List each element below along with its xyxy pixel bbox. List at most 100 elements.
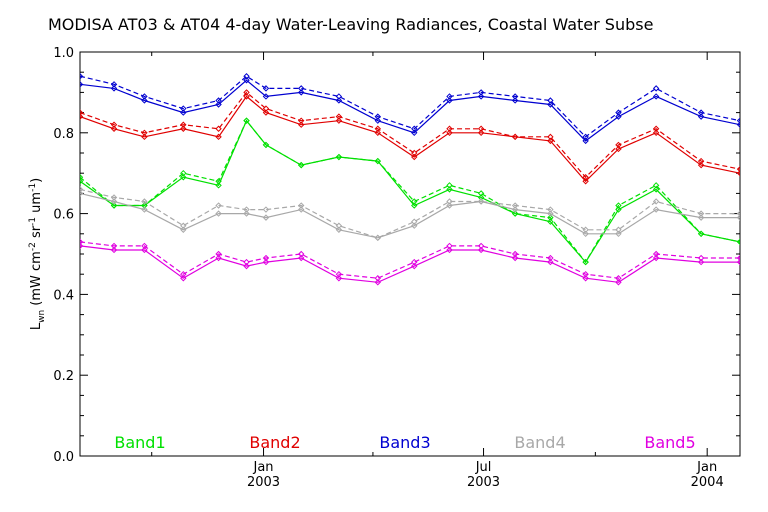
band2-at03-point bbox=[736, 169, 740, 177]
x-tick-year: 2003 bbox=[247, 475, 280, 490]
band1-at03-point bbox=[697, 230, 705, 238]
band2-at04-point bbox=[335, 113, 343, 120]
band5-at03-point bbox=[262, 258, 270, 266]
y-tick-label: 0.0 bbox=[53, 450, 74, 465]
band3-at04-line bbox=[80, 75, 740, 138]
series-layer bbox=[80, 73, 740, 286]
band5-at04-point bbox=[736, 254, 740, 262]
band5-at03-point bbox=[243, 262, 250, 270]
band3-at04-point bbox=[411, 125, 418, 132]
band3-at03-point bbox=[180, 109, 187, 116]
band3-at03-point bbox=[80, 81, 84, 88]
band3-at04-point bbox=[511, 93, 519, 100]
band3-at03-point bbox=[262, 93, 270, 100]
band4-at03-point bbox=[215, 210, 222, 217]
legend-item-band4: Band4 bbox=[514, 433, 565, 452]
band2-at04-point bbox=[477, 125, 485, 132]
band1-at03-point bbox=[180, 174, 187, 181]
y-tick-label: 0.6 bbox=[53, 208, 74, 223]
band5-at04-point bbox=[262, 254, 270, 262]
band4-at04-point bbox=[615, 226, 622, 233]
band2-at04-point bbox=[110, 121, 118, 128]
band4-at03-point bbox=[141, 206, 148, 213]
band5-at03-point bbox=[477, 246, 485, 254]
band2-at04-point bbox=[697, 157, 705, 165]
band4-at04-line bbox=[80, 188, 740, 239]
band5-at04-point bbox=[80, 238, 84, 246]
band3-at03-point bbox=[511, 97, 519, 104]
band3-at03-line bbox=[80, 79, 740, 142]
band3-at03-point bbox=[582, 137, 589, 145]
band4-at03-point bbox=[615, 230, 622, 238]
band2-at04-point bbox=[582, 174, 589, 181]
y-tick-label: 1.0 bbox=[53, 46, 74, 61]
band1-at03-point bbox=[511, 210, 519, 217]
band3-at04-point bbox=[736, 117, 740, 124]
plot-area-border bbox=[79, 51, 741, 457]
band3-at04-point bbox=[374, 113, 381, 120]
band4-at04-point bbox=[736, 210, 740, 217]
band1-at04-point bbox=[547, 214, 554, 221]
band2-at04-point bbox=[374, 125, 381, 132]
band4-at03-point bbox=[511, 206, 519, 213]
band5-at04-point bbox=[477, 242, 485, 250]
band4-at04-point bbox=[262, 206, 270, 213]
band3-at04-point bbox=[547, 97, 554, 104]
band4-at03-point bbox=[80, 190, 84, 197]
band2-at04-point bbox=[615, 141, 622, 149]
band1-at03-point bbox=[736, 238, 740, 246]
band4-at03-point bbox=[697, 214, 705, 221]
band4-at04-point bbox=[110, 194, 118, 201]
band4-at04-point bbox=[582, 226, 589, 233]
band3-at03-point bbox=[411, 129, 418, 137]
band3-at03-point bbox=[335, 97, 343, 104]
x-tick-month: Jan bbox=[696, 460, 717, 475]
band3-at04-point bbox=[335, 93, 343, 100]
band5-at03-point bbox=[697, 258, 705, 266]
band5-at03-point bbox=[374, 279, 381, 286]
band2-at04-point bbox=[243, 89, 250, 96]
band4-at03-line bbox=[80, 192, 740, 239]
band4-at03-point bbox=[736, 214, 740, 221]
x-tick-month: Jan bbox=[253, 460, 274, 475]
band4-at03-point bbox=[243, 210, 250, 217]
band3-at03-point bbox=[697, 113, 705, 120]
band4-at04-point bbox=[411, 218, 418, 225]
y-axis-label: Lwn (mW cm-2 sr-1 um-1) bbox=[28, 178, 47, 330]
band4-at04-point bbox=[80, 186, 84, 193]
band1-at03-point bbox=[582, 258, 589, 266]
band5-at04-point bbox=[298, 250, 305, 258]
band5-at04-point bbox=[110, 242, 118, 250]
band5-at03-point bbox=[141, 246, 148, 254]
band4-at03-point bbox=[582, 230, 589, 238]
band5-at03-point bbox=[511, 254, 519, 262]
band2-at03-point bbox=[374, 129, 381, 137]
band1-at03-point bbox=[215, 182, 222, 189]
band3-at04-point bbox=[80, 73, 84, 80]
band5-at03-point bbox=[652, 254, 660, 262]
band3-at03-point bbox=[298, 89, 305, 96]
y-tick-label: 0.4 bbox=[53, 288, 74, 303]
band3-at03-point bbox=[547, 101, 554, 108]
band5-at04-point bbox=[180, 270, 187, 278]
band2-at04-point bbox=[215, 125, 222, 132]
band2-at03-point bbox=[80, 113, 84, 120]
band2-at03-point bbox=[215, 133, 222, 141]
y-tick-label: 0.2 bbox=[53, 369, 74, 384]
band3-at03-point bbox=[446, 97, 453, 104]
y-axis: 0.0 0.2 0.4 0.6 0.8 1.0 bbox=[53, 46, 740, 465]
band4-at04-point bbox=[446, 198, 453, 205]
band1-at03-point bbox=[547, 218, 554, 225]
band1-at03-point bbox=[298, 161, 305, 169]
band1-at03-point bbox=[262, 141, 270, 149]
band2-at04-point bbox=[446, 125, 453, 132]
band1-at04-point bbox=[446, 182, 453, 189]
band2-at04-point bbox=[180, 121, 187, 128]
band5-at04-point bbox=[547, 254, 554, 262]
band3-at04-point bbox=[141, 93, 148, 100]
band2-at04-point bbox=[652, 125, 660, 132]
band1-at03-point bbox=[446, 186, 453, 193]
band4-at03-point bbox=[477, 198, 485, 205]
